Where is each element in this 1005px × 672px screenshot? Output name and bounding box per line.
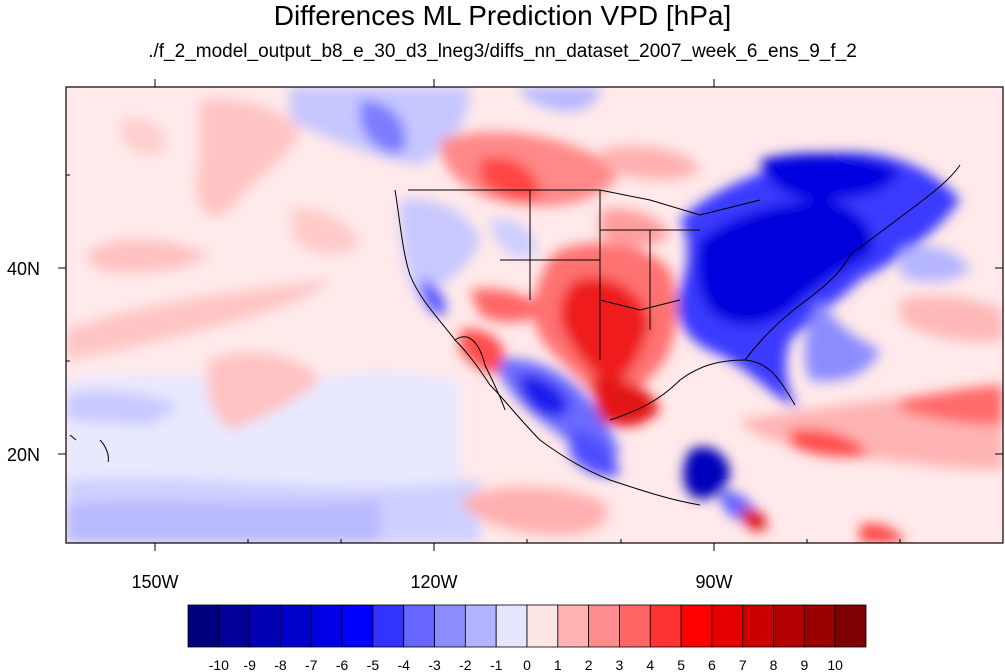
colorbar-label: 2 <box>585 657 593 672</box>
frame-ticks <box>58 79 1003 551</box>
colorbar-swatch <box>372 604 405 648</box>
vpd-difference-field <box>66 87 1003 543</box>
colorbar-swatch <box>619 604 651 648</box>
colorbar-swatch <box>649 604 682 648</box>
colorbar-swatch <box>680 604 713 648</box>
colorbar-swatch <box>310 604 343 648</box>
colorbar-label: 0 <box>523 657 531 672</box>
colorbar-swatch <box>711 604 744 648</box>
colorbar-label: 7 <box>739 657 747 672</box>
x-tick-label: 120W <box>410 572 457 592</box>
coastlines <box>69 164 961 506</box>
colorbar-label: 5 <box>677 657 685 672</box>
colorbar-label: -5 <box>367 657 380 672</box>
colorbar-label: -10 <box>209 657 229 672</box>
x-tick-label: 150W <box>131 572 178 592</box>
colorbar-label: 3 <box>616 657 624 672</box>
colorbar-label: 4 <box>646 657 654 672</box>
colorbar-label: -2 <box>459 657 472 672</box>
colorbar-label: -9 <box>243 657 256 672</box>
colorbar-label: -3 <box>428 657 441 672</box>
colorbar-swatch <box>341 604 374 648</box>
x-axis-labels: 150W 120W 90W <box>131 572 732 592</box>
colorbar-swatch <box>773 604 805 648</box>
colorbar-label: -6 <box>336 657 349 672</box>
y-tick-label: 20N <box>7 445 40 465</box>
colorbar-label: -8 <box>274 657 287 672</box>
map-subtitle: ./f_2_model_output_b8_e_30_d3_lneg3/diff… <box>148 41 857 62</box>
colorbar-swatch <box>403 604 435 648</box>
colorbar-label: -1 <box>490 657 503 672</box>
colorbar-swatch <box>495 604 528 648</box>
colorbar-swatch <box>526 604 559 648</box>
colorbar-swatch <box>187 604 220 648</box>
colorbar-label: -7 <box>305 657 318 672</box>
colorbar-label: 9 <box>800 657 808 672</box>
colorbar-swatch <box>742 604 774 648</box>
map-frame <box>65 86 1004 544</box>
colorbar-label: 8 <box>770 657 778 672</box>
colorbar-label: 6 <box>708 657 716 672</box>
colorbar-label: 10 <box>827 657 843 672</box>
colorbar-swatch <box>218 604 251 648</box>
colorbar-swatch <box>434 604 466 648</box>
colorbar-label: -4 <box>398 657 411 672</box>
colorbar-swatch <box>280 604 312 648</box>
colorbar-swatch <box>803 604 836 648</box>
colorbar <box>187 604 867 648</box>
colorbar-swatch <box>464 604 497 648</box>
colorbar-swatch <box>834 604 867 648</box>
x-tick-label: 90W <box>695 572 732 592</box>
y-tick-label: 40N <box>7 259 40 279</box>
colorbar-swatch <box>249 604 281 648</box>
colorbar-labels: -10 -9 -8 -7 -6 -5 -4 -3 -2 -1 0 1 2 3 4 5 6 7 8 9 10 <box>209 657 843 672</box>
colorbar-label: 1 <box>554 657 562 672</box>
y-axis-labels: 40N 20N <box>7 259 40 465</box>
map-title: Differences ML Prediction VPD [hPa] <box>273 0 732 31</box>
colorbar-swatch <box>588 604 620 648</box>
colorbar-swatch <box>557 604 590 648</box>
